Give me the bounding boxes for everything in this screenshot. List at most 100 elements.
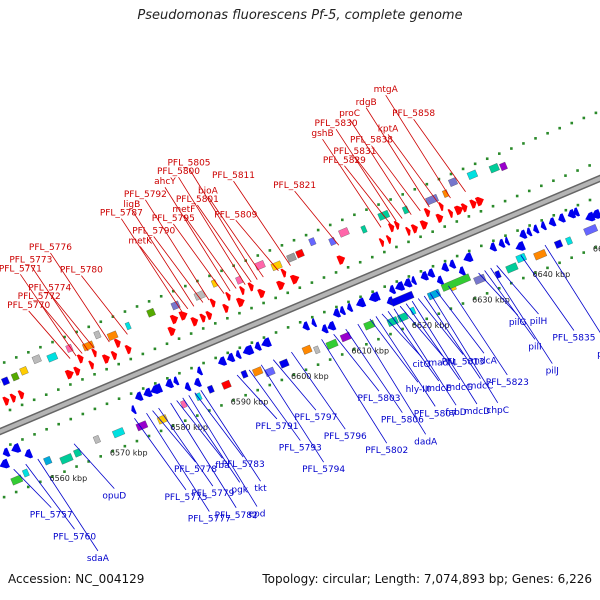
reverse-gene-arrow	[436, 275, 445, 285]
tick-mark	[262, 301, 265, 305]
tick-mark	[304, 233, 308, 237]
category-box	[488, 163, 500, 174]
tick-mark	[455, 254, 459, 258]
reverse-gene-arrow	[302, 321, 311, 331]
leader-line	[448, 285, 508, 376]
leader-line	[369, 318, 419, 383]
tick-mark	[196, 279, 199, 283]
tick-mark	[2, 495, 6, 499]
reverse-gene-label: fabD	[445, 408, 466, 418]
leader-line	[248, 369, 301, 441]
tick-mark	[292, 373, 296, 377]
leader-line	[194, 392, 244, 458]
reverse-gene-label: PFL_5806	[381, 416, 424, 426]
category-box	[206, 384, 215, 394]
tick-mark	[328, 358, 332, 361]
tick-mark	[510, 147, 513, 150]
leader-line	[344, 165, 391, 224]
reverse-gene-arrow	[548, 217, 557, 227]
tick-mark	[516, 229, 519, 232]
category-box	[73, 448, 83, 458]
tick-mark	[431, 230, 434, 233]
leader-line	[357, 323, 427, 435]
forward-gene-arrow	[17, 390, 25, 400]
tick-mark	[365, 342, 368, 346]
reverse-gene-arrow	[11, 443, 22, 453]
tick-mark	[377, 203, 380, 206]
forward-gene-arrow	[124, 345, 132, 355]
forward-gene-arrow	[387, 223, 395, 233]
reverse-gene-label: citG	[412, 360, 430, 370]
tick-mark	[69, 417, 73, 421]
forward-gene-arrow	[257, 288, 266, 299]
tick-mark	[461, 302, 465, 305]
category-box	[65, 343, 74, 353]
forward-gene-label: PFL_5773	[9, 256, 52, 266]
tick-mark	[425, 317, 429, 321]
tick-mark	[504, 234, 507, 237]
tick-mark	[564, 174, 567, 177]
category-box	[565, 236, 573, 246]
category-box	[270, 260, 283, 272]
reverse-gene-label: PFL_5802	[365, 446, 408, 456]
tick-mark	[171, 289, 175, 293]
leader-line	[50, 252, 110, 343]
tick-mark	[213, 322, 217, 325]
category-box	[338, 227, 350, 238]
leader-line	[20, 274, 77, 357]
forward-gene-arrow	[222, 303, 229, 314]
category-box	[313, 345, 321, 355]
reverse-gene-arrow	[526, 227, 533, 237]
category-box	[59, 453, 74, 465]
genome-summary-text: Topology: circular; Length: 7,074,893 bp…	[262, 572, 592, 586]
tick-mark	[431, 264, 435, 268]
category-box	[93, 330, 102, 340]
tick-mark	[522, 276, 525, 280]
category-box	[10, 474, 24, 486]
tick-mark	[534, 271, 537, 275]
leader-line	[170, 402, 237, 508]
leader-line	[371, 145, 421, 212]
tick-mark	[190, 366, 193, 370]
tick-mark	[286, 326, 290, 329]
forward-gene-label: ligB	[123, 200, 140, 210]
forward-gene-label: PFL_5770	[7, 301, 50, 311]
reverse-gene-arrow	[591, 209, 600, 219]
tick-mark	[201, 327, 205, 330]
tick-mark	[485, 292, 489, 295]
tick-mark	[588, 164, 591, 167]
reverse-gene-arrow	[389, 284, 397, 295]
leader-line	[375, 316, 436, 407]
tick-mark	[20, 403, 24, 407]
forward-gene-label: PFL_5771	[0, 264, 42, 274]
tick-mark	[238, 346, 242, 350]
forward-gene-label: PFL_5801	[176, 195, 219, 205]
tick-mark	[358, 260, 362, 264]
category-box	[328, 237, 337, 246]
category-box	[92, 434, 101, 444]
tick-mark	[492, 239, 495, 243]
reverse-gene-arrow	[0, 458, 10, 469]
forward-gene-arrow	[419, 220, 428, 230]
leader-line	[387, 134, 439, 204]
forward-gene-label: ahcY	[154, 177, 176, 187]
tick-mark	[99, 455, 103, 458]
leader-line	[200, 390, 261, 482]
reverse-gene-label: PFL_5778	[174, 465, 217, 475]
reverse-gene-label: chpC	[486, 406, 509, 416]
leader-line	[291, 351, 346, 430]
reverse-gene-arrow	[254, 341, 262, 351]
tick-mark	[564, 208, 568, 212]
tick-mark	[220, 404, 223, 407]
category-box	[235, 275, 244, 285]
tick-mark	[183, 419, 187, 423]
category-box	[19, 366, 29, 376]
reverse-gene-arrow	[134, 391, 144, 401]
tick-mark	[135, 439, 139, 443]
tick-mark	[232, 399, 235, 402]
leader-line	[272, 359, 317, 411]
reverse-gene-label: PFL_5779	[191, 489, 234, 499]
category-box	[533, 249, 548, 261]
tick-mark	[413, 187, 417, 191]
tick-mark	[45, 427, 48, 431]
